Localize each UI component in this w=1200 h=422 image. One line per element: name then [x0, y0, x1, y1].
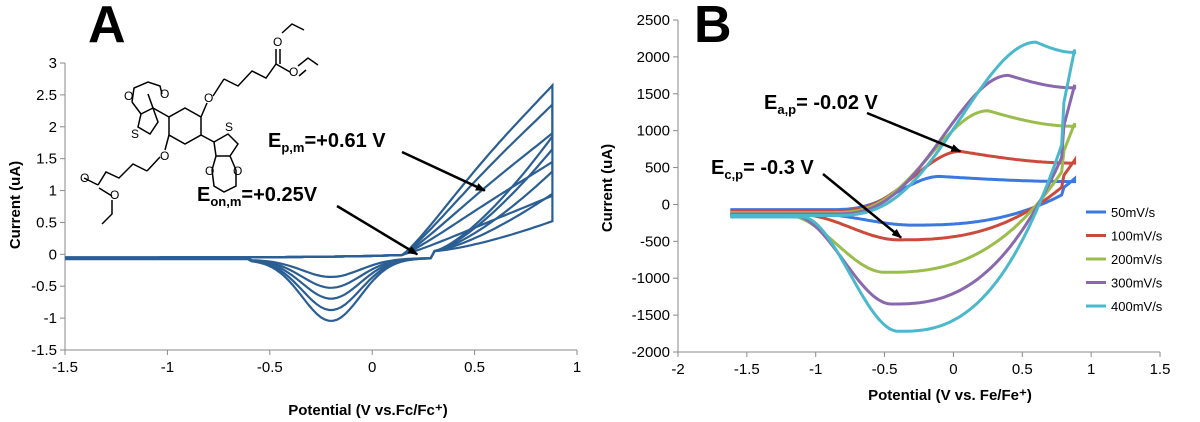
- atom-o: O: [124, 89, 133, 103]
- panel-b: B -2 -1.5 -1 -0.5 0 0.5 1 1.5 -2000 -1500 -1000 -50…: [599, 0, 1170, 404]
- atom-o: O: [233, 164, 242, 178]
- plot-area: [65, 82, 554, 322]
- y-tick-label: -1: [44, 310, 57, 327]
- x-tick-label: -1.5: [52, 359, 78, 376]
- y-tick-label: 1.5: [36, 151, 57, 168]
- annotation-arrow-2: [336, 204, 419, 256]
- panel-a: A: [7, 0, 581, 419]
- x-axis-title: Potential (V vs. Fe/Fe⁺): [868, 387, 1032, 404]
- y-tick-label: 1000: [637, 123, 670, 140]
- atom-s: S: [131, 127, 139, 141]
- annotation-label-1: Ep,m=+0.61 V: [268, 130, 386, 155]
- x-tick-label: -0.5: [257, 359, 283, 376]
- legend-label: 100mV/s: [1111, 229, 1163, 244]
- legend-item: 50mV/s: [1086, 205, 1156, 220]
- x-tick-label: -1.5: [734, 361, 760, 378]
- y-axis-title: Current (uA): [599, 144, 616, 232]
- annotation-label-1: Ea,p= -0.02 V: [764, 92, 879, 117]
- y-tick-label: 2: [49, 119, 57, 136]
- axes: -2 -1.5 -1 -0.5 0 0.5 1 1.5 -2000 -1500 -1000 -500 0…: [632, 12, 1171, 378]
- legend-label: 50mV/s: [1111, 205, 1156, 220]
- legend-label: 400mV/s: [1111, 299, 1163, 314]
- axes: -1.5 -1 -0.5 0 0.5 1 -1.5 -1 -0.5 0 0.5 1 1.5 2 2.5 3: [31, 55, 581, 376]
- y-tick-label: 2500: [637, 12, 670, 29]
- x-tick-label: 1: [1087, 361, 1095, 378]
- x-tick-label: -1: [161, 359, 174, 376]
- y-tick-label: -500: [640, 233, 670, 250]
- x-tick-label: 0: [949, 361, 957, 378]
- x-tick-label: -0.5: [872, 361, 898, 378]
- x-tick-label: 0.5: [464, 359, 485, 376]
- annotations: Ea,p= -0.02 V Ec,p= -0.3 V: [711, 92, 962, 239]
- y-tick-label: 0: [49, 246, 57, 263]
- legend-item: 100mV/s: [1086, 229, 1163, 244]
- annotation-arrow-1: [401, 150, 486, 192]
- annotation-arrow-2: [822, 173, 902, 239]
- y-tick-label: 500: [645, 160, 670, 177]
- annotations: Ep,m=+0.61 V Eon,m=+0.25V: [197, 130, 486, 256]
- legend-item: 200mV/s: [1086, 252, 1163, 267]
- atom-o: O: [160, 87, 169, 101]
- x-tick-label: 0: [368, 359, 376, 376]
- atom-s: S: [225, 120, 233, 134]
- annotation-label-2: Eon,m=+0.25V: [197, 184, 318, 209]
- y-tick-label: -1500: [632, 307, 670, 324]
- atom-o: O: [204, 91, 213, 105]
- legend-label: 200mV/s: [1111, 252, 1163, 267]
- y-tick-label: 2.5: [36, 87, 57, 104]
- y-tick-label: -1000: [632, 270, 670, 287]
- y-tick-label: -1.5: [31, 342, 57, 359]
- legend-label: 300mV/s: [1111, 276, 1163, 291]
- y-tick-label: -2000: [632, 344, 670, 361]
- atom-o: O: [273, 35, 282, 49]
- cv-scan-3: [65, 130, 554, 300]
- x-tick-label: 1.5: [1150, 361, 1171, 378]
- y-tick-label: 2000: [637, 49, 670, 66]
- annotation-arrow-1: [866, 111, 962, 153]
- y-tick-label: -0.5: [31, 278, 57, 295]
- cv-curve-400mV/s: [730, 40, 1077, 333]
- legend-item: 400mV/s: [1086, 299, 1163, 314]
- x-tick-label: 0.5: [1012, 361, 1033, 378]
- x-axis-title: Potential (V vs.Fc/Fc⁺): [288, 402, 448, 419]
- x-tick-label: -1: [809, 361, 822, 378]
- annotation-label-2: Ec,p= -0.3 V: [711, 157, 814, 182]
- y-tick-label: 3: [49, 55, 57, 72]
- x-tick-label: 1: [573, 359, 581, 376]
- atom-o: O: [110, 188, 119, 202]
- y-tick-label: 0.5: [36, 214, 57, 231]
- panel-a-letter: A: [88, 0, 126, 54]
- y-tick-label: 1500: [637, 86, 670, 103]
- atom-o: O: [160, 149, 169, 163]
- atom-o: O: [205, 164, 214, 178]
- cv-scan-5: [65, 82, 554, 322]
- y-axis-title: Current (uA): [7, 161, 24, 249]
- legend: 50mV/s 100mV/s 200mV/s 300mV/s 400mV/s: [1086, 205, 1163, 314]
- atom-o: O: [80, 171, 89, 185]
- atom-o: O: [289, 65, 298, 79]
- y-tick-label: 0: [662, 196, 670, 213]
- y-tick-label: 1: [49, 183, 57, 200]
- panel-b-letter: B: [694, 0, 732, 54]
- molecule-atom-labels: O O O O O S O O O S O O: [80, 35, 298, 202]
- x-tick-label: -2: [671, 361, 684, 378]
- legend-item: 300mV/s: [1086, 276, 1163, 291]
- molecule-structure: [83, 23, 319, 225]
- plot-area: [730, 40, 1077, 333]
